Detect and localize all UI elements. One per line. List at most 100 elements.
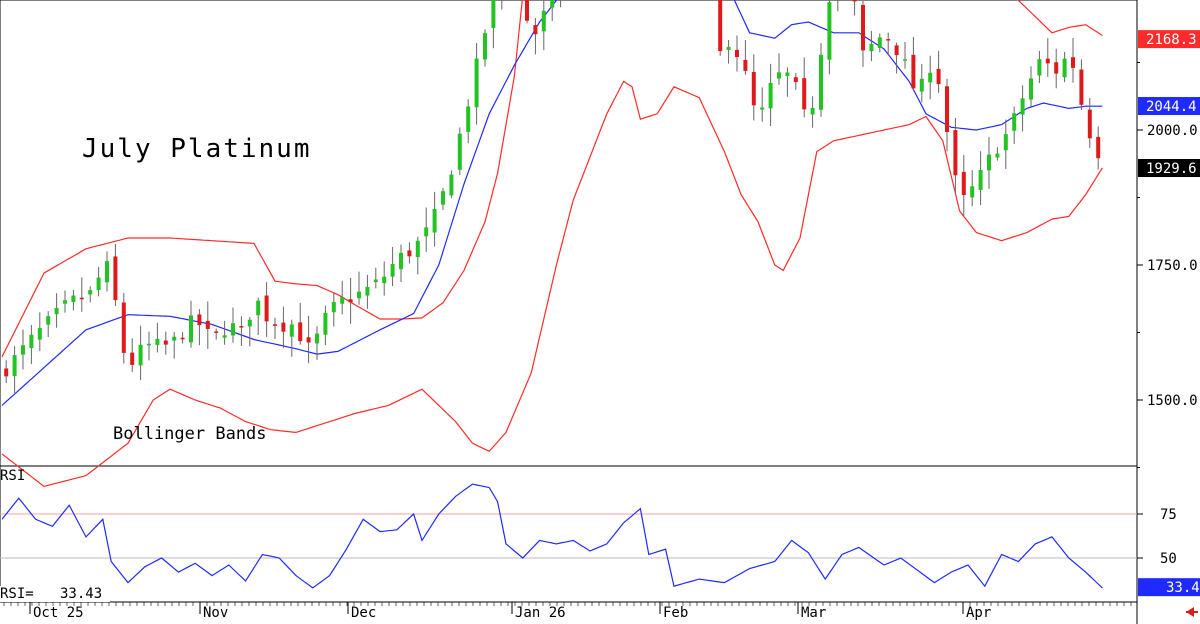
lower-bollinger-band	[1, 80, 1103, 488]
candle-up	[373, 279, 378, 283]
candle-up	[1029, 78, 1033, 100]
date-tick-label: Mar	[801, 605, 826, 621]
date-tick-label: Oct 25	[33, 605, 84, 621]
candle-up	[441, 191, 445, 205]
rsi-tag-label: 33.4	[1166, 580, 1200, 596]
candle-up	[550, 0, 555, 8]
candle-up	[785, 72, 790, 77]
candle-up	[903, 59, 907, 61]
date-tick-label: Jan 26	[515, 605, 566, 621]
candle-down	[121, 302, 126, 353]
rsi-panel-frame	[0, 465, 1138, 603]
rsi-current-tag: 33.4	[1138, 578, 1200, 597]
candle-up	[390, 264, 395, 277]
candle-down	[205, 320, 210, 329]
candle-up	[1020, 98, 1025, 115]
candle-up	[382, 276, 387, 284]
price-tick-label: 1750.0	[1147, 258, 1198, 274]
last-price-tag-label: 2044.4	[1146, 99, 1197, 115]
candle-up	[147, 343, 151, 346]
candle-down	[743, 59, 748, 71]
price-tick-label: 2250.0	[1147, 0, 1198, 4]
candle-down	[1087, 109, 1092, 139]
candle-up	[1012, 113, 1017, 131]
candle-up	[256, 300, 261, 316]
price-panel-frame	[0, 0, 1138, 467]
candle-down	[886, 39, 891, 41]
candle-down	[911, 54, 916, 89]
candle-down	[130, 352, 135, 365]
candle-down	[1079, 69, 1084, 105]
candle-up	[222, 335, 227, 338]
candle-up	[399, 252, 403, 270]
candle-up	[928, 72, 933, 83]
candle-up	[760, 107, 765, 110]
candle-up	[483, 33, 487, 60]
candle-up	[12, 355, 17, 377]
candle-up	[155, 338, 160, 345]
candle-up	[247, 319, 252, 327]
candlesticks	[4, 0, 1101, 393]
upper-bollinger-band	[1, 0, 1103, 358]
candle-up	[466, 106, 471, 132]
candle-up	[71, 295, 76, 302]
candle-up	[54, 308, 59, 315]
candle-up	[777, 72, 781, 79]
price-tick-label: 1500.0	[1147, 393, 1198, 409]
candle-up	[768, 82, 773, 109]
price-tick-label: 2000.0	[1147, 123, 1198, 139]
rsi-tick-label: 75	[1160, 507, 1177, 523]
candle-up	[970, 186, 975, 198]
candle-down	[239, 326, 244, 328]
candle-down	[113, 256, 118, 301]
candle-up	[995, 153, 1000, 158]
candle-down	[4, 368, 9, 377]
candle-up	[415, 240, 420, 258]
candle-up	[189, 315, 193, 343]
candle-up	[1003, 134, 1008, 151]
candle-up	[424, 227, 429, 237]
candle-up	[987, 154, 991, 171]
candle-up	[491, 0, 496, 28]
candle-down	[961, 171, 966, 196]
candle-up	[37, 327, 42, 340]
candle-up	[172, 336, 177, 341]
candle-up	[96, 277, 101, 290]
candle-down	[718, 0, 723, 52]
candle-up	[726, 46, 731, 50]
candle-down	[945, 86, 949, 133]
bollinger-annotation: Bollinger Bands	[113, 424, 267, 444]
rsi-tick-label: 50	[1160, 551, 1177, 567]
candle-up	[541, 10, 546, 32]
candle-down	[1071, 57, 1075, 68]
candle-up	[323, 312, 328, 335]
candle-up	[231, 323, 235, 336]
last-price-tag-label: 2168.3	[1146, 32, 1197, 48]
candle-up	[365, 286, 370, 296]
candle-down	[533, 25, 538, 35]
candle-down	[281, 322, 286, 332]
rsi-axis-ticks: 75 50	[1137, 507, 1177, 567]
last-price-tag	[1138, 159, 1200, 178]
date-tick-label: Nov	[203, 605, 228, 621]
candle-down	[298, 322, 303, 342]
candle-down	[264, 295, 269, 322]
candle-up	[331, 301, 336, 313]
candle-down	[348, 299, 353, 303]
rsi-readout-value: 33.43	[60, 586, 102, 602]
candle-down	[525, 0, 529, 21]
candle-up	[63, 300, 67, 304]
candle-down	[793, 77, 798, 83]
candle-down	[214, 331, 219, 333]
candle-up	[315, 333, 319, 344]
candle-up	[29, 334, 34, 349]
candle-up	[340, 297, 345, 304]
candle-down	[273, 324, 277, 326]
candle-down	[894, 45, 899, 56]
candle-up	[877, 37, 882, 49]
candle-down	[1096, 136, 1101, 159]
last-price-tag	[1138, 97, 1200, 116]
